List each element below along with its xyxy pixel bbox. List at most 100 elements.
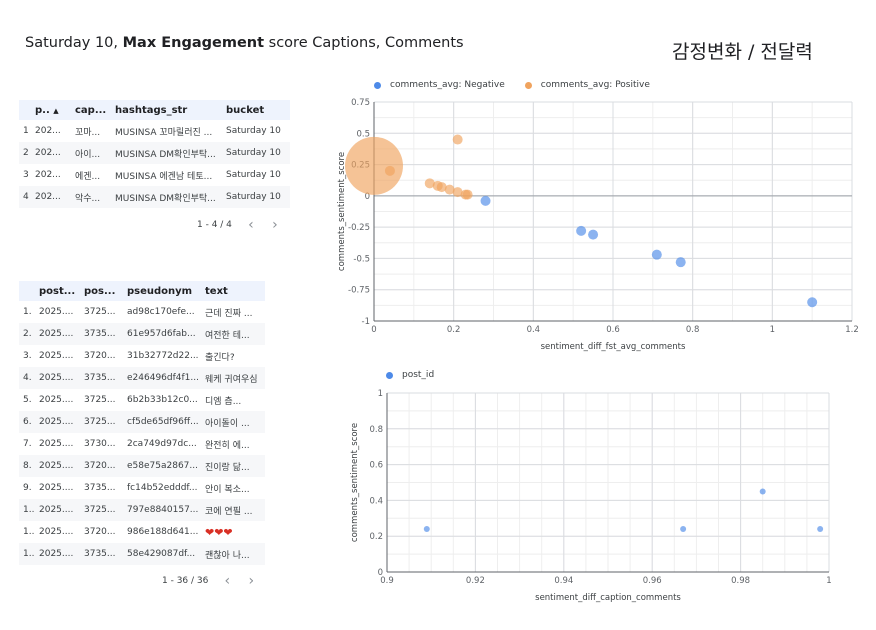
- table-cell: 아이...: [73, 142, 113, 164]
- legend-item[interactable]: comments_avg: Positive: [524, 80, 650, 90]
- table-pager: 1 - 4 / 4 ‹ ›: [197, 217, 284, 233]
- table-row[interactable]: 4 202... 악수... MUSINSA DM확인부탁... Saturday 10: [19, 186, 290, 208]
- row-number: 2.: [19, 323, 37, 345]
- column-header[interactable]: p.. ▲: [33, 100, 73, 120]
- data-point[interactable]: [576, 225, 587, 236]
- table-cell: 3720...: [84, 527, 116, 537]
- data-point[interactable]: [424, 178, 435, 189]
- data-point[interactable]: [680, 526, 687, 533]
- x-axis-label: sentiment_diff_fst_avg_comments: [541, 342, 686, 352]
- page-title-prefix: Saturday 10,: [25, 35, 123, 51]
- x-tick-label: 1.2: [845, 325, 859, 335]
- data-point[interactable]: [444, 184, 455, 195]
- table-row[interactable]: 1. 2025.... 3725... ad98c170efe... 근데 진짜 ...: [19, 301, 265, 323]
- column-header[interactable]: pseudonym: [125, 281, 203, 301]
- table-row[interactable]: 1 202... 꼬마... MUSINSA 꼬마릴러진 ... Saturday 10: [19, 120, 290, 142]
- table-row[interactable]: 8. 2025.... 3720... e58e75a2867... 진이랑 닮...: [19, 455, 265, 477]
- table-row[interactable]: 4. 2025.... 3735... e246496df4f1... 웨케 귀여우심: [19, 367, 265, 389]
- table-row[interactable]: 5. 2025.... 3725... 6b2b33b12c0... 디엠 츰...: [19, 389, 265, 411]
- x-tick-label: 0: [371, 325, 376, 335]
- legend-item[interactable]: comments_avg: Negative: [374, 80, 505, 90]
- table-cell: ad98c170efe...: [127, 307, 195, 317]
- y-tick-label: 0.4: [369, 496, 383, 506]
- data-point[interactable]: [675, 257, 686, 268]
- table-cell: 202...: [35, 126, 61, 136]
- table-cell: 에겐...: [75, 171, 101, 182]
- data-point[interactable]: [759, 488, 766, 495]
- table-cell: 3725...: [84, 307, 116, 317]
- data-point[interactable]: [436, 182, 447, 193]
- table-row[interactable]: 1.. 2025.... 3725... 797e8840157... 코에 연필 ..…: [19, 499, 265, 521]
- table-cell: Saturday 10: [226, 126, 281, 136]
- y-tick-label: 0.2: [369, 532, 383, 542]
- table-row[interactable]: 2. 2025.... 3735... 61e957d6fab... 여전한 테...: [19, 323, 265, 345]
- data-point[interactable]: [423, 526, 430, 533]
- legend-marker: [374, 81, 381, 89]
- table-cell: Saturday 10: [224, 186, 290, 208]
- y-tick-label: -0.75: [348, 286, 370, 296]
- column-header[interactable]: cap...: [73, 100, 113, 120]
- legend-marker: [524, 81, 532, 89]
- data-point[interactable]: [345, 136, 403, 195]
- table-cell: 3720...: [82, 455, 125, 477]
- table-cell: Saturday 10: [226, 170, 281, 180]
- table-cell: 61e957d6fab...: [125, 323, 203, 345]
- data-point[interactable]: [817, 526, 824, 533]
- table-cell: MUSINSA 꼬마릴러진 ...: [115, 127, 213, 138]
- data-point[interactable]: [452, 134, 463, 145]
- column-header[interactable]: text: [203, 281, 265, 301]
- data-point[interactable]: [588, 229, 599, 240]
- x-tick-label: 1: [770, 325, 775, 335]
- chevron-right-icon[interactable]: ›: [248, 573, 255, 589]
- table-cell: 웨케 귀여우심: [203, 367, 265, 389]
- data-point[interactable]: [462, 189, 473, 200]
- data-point[interactable]: [480, 195, 491, 206]
- table-row[interactable]: 7. 2025.... 3730... 2ca749d97dc... 완전히 에...: [19, 433, 265, 455]
- table-cell: 여전한 테...: [203, 323, 265, 345]
- pager-range: 1 - 4 / 4: [197, 220, 232, 230]
- table-cell: 완전히 에...: [205, 440, 250, 451]
- table-cell: 괜찮아 나...: [203, 543, 265, 565]
- row-number: 8.: [19, 455, 37, 477]
- chevron-left-icon[interactable]: ‹: [248, 217, 254, 233]
- chevron-left-icon[interactable]: ‹: [224, 573, 231, 589]
- table-cell: 디엠 츰...: [205, 396, 242, 407]
- legend-item[interactable]: post_id: [386, 370, 434, 380]
- table-cell: 797e8840157...: [125, 499, 203, 521]
- column-header[interactable]: hashtags_str: [113, 100, 224, 120]
- table-row[interactable]: 3 202... 에겐... MUSINSA 에겐남 테토... Saturday 10: [19, 164, 290, 186]
- data-point[interactable]: [651, 249, 662, 260]
- table-cell: 202...: [35, 170, 61, 180]
- column-header[interactable]: post...: [37, 281, 82, 301]
- table-cell: MUSINSA DM확인부탁...: [113, 142, 224, 164]
- table-row[interactable]: 2 202... 아이... MUSINSA DM확인부탁... Saturday 10: [19, 142, 290, 164]
- table-row[interactable]: 1.. 2025.... 3735... 58e429087df... 괜찮아 나...: [19, 543, 265, 565]
- y-tick-label: 0: [378, 568, 383, 578]
- table-cell: 3735...: [84, 483, 116, 493]
- data-point[interactable]: [807, 297, 818, 308]
- table-cell: 출긴다?: [205, 352, 235, 363]
- table-row[interactable]: 1.. 2025.... 3720... 986e188d641... ❤❤❤: [19, 521, 265, 543]
- row-number: 7.: [23, 439, 32, 449]
- table-row[interactable]: 9. 2025.... 3735... fc14b52edddf... 안이 복소...: [19, 477, 265, 499]
- y-tick-label: -0.5: [353, 254, 370, 264]
- table-row[interactable]: 6. 2025.... 3725... cf5de65df96ff... 아이돌이 ..…: [19, 411, 265, 433]
- x-tick-label: 0.9: [380, 576, 394, 586]
- table-cell: 3725...: [84, 395, 116, 405]
- table-row[interactable]: 3. 2025.... 3720... 31b32772d22... 출긴다?: [19, 345, 265, 367]
- data-point[interactable]: [384, 165, 395, 176]
- chevron-right-icon[interactable]: ›: [272, 217, 278, 233]
- y-axis-label: comments_sentiment_score: [350, 423, 360, 542]
- table-header-row: p.. ▲ cap... hashtags_str bucket: [19, 100, 290, 120]
- table-cell: 58e429087df...: [125, 543, 203, 565]
- table-cell: 3730...: [84, 439, 116, 449]
- table-cell: cf5de65df96ff...: [125, 411, 203, 433]
- row-number: 5.: [23, 395, 32, 405]
- table-cell: 6b2b33b12c0...: [127, 395, 198, 405]
- column-header[interactable]: pos...: [82, 281, 125, 301]
- table-cell: 31b32772d22...: [127, 351, 199, 361]
- table-cell: MUSINSA DM확인부탁...: [113, 186, 224, 208]
- data-point[interactable]: [452, 187, 463, 198]
- x-tick-label: 0.8: [686, 325, 700, 335]
- column-header[interactable]: bucket: [224, 100, 290, 120]
